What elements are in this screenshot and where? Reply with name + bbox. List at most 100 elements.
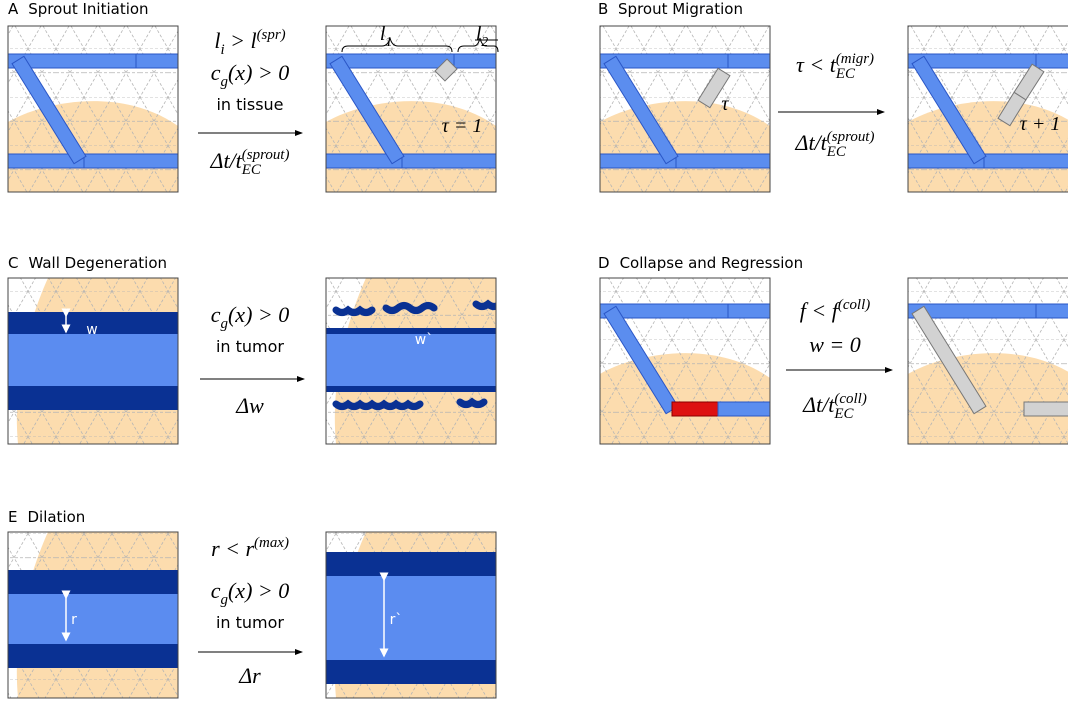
annotation: τ + 1	[1020, 113, 1061, 135]
vessel	[324, 154, 498, 168]
text-segment: (sprout)	[242, 147, 290, 163]
condition: cg(x) > 0	[211, 578, 290, 608]
text-segment: Δt/t	[210, 148, 243, 173]
vessel	[598, 304, 772, 318]
panel-label: A	[8, 0, 19, 18]
wall-debris	[336, 404, 420, 407]
panel-box	[6, 532, 180, 698]
panel-box	[598, 278, 772, 444]
panel-box	[324, 26, 498, 192]
panel-name: Wall Degeneration	[28, 254, 167, 272]
text-segment: w = 0	[809, 332, 861, 357]
text-segment: τ < t	[796, 52, 837, 77]
vessel	[1024, 402, 1068, 416]
rate: Δt/t(sprout)EC	[795, 129, 875, 160]
text-segment: Δt/t	[795, 130, 828, 155]
text-segment: (x) > 0	[228, 302, 289, 327]
condition: τ < t(migr)EC	[796, 51, 874, 82]
text-segment: (coll)	[838, 297, 870, 313]
condition: li > l(spr)	[214, 27, 285, 58]
condition: in tissue	[216, 95, 283, 114]
lattice	[600, 278, 770, 444]
text-segment: (x) > 0	[228, 60, 289, 85]
text-segment: τ	[721, 93, 729, 115]
text-segment: Δw	[235, 393, 264, 418]
panel-title: A Sprout Initiation	[8, 0, 149, 18]
vessels	[6, 570, 180, 668]
annotation: w`	[415, 332, 433, 348]
vessel	[598, 54, 772, 68]
wall-debris	[336, 310, 372, 313]
vessel	[6, 54, 180, 68]
panel-title: D Collapse and Regression	[598, 254, 803, 272]
text-segment: > l	[225, 28, 257, 53]
figure: A Sprout Initiation BSprout Migration C Wall…	[0, 0, 1068, 706]
vessel	[6, 594, 180, 644]
condition: cg(x) > 0	[211, 60, 290, 90]
text-segment: τ = 1	[442, 115, 483, 137]
vessel	[324, 328, 498, 334]
vessel	[324, 334, 498, 386]
text-segment: EC	[833, 406, 854, 422]
panel-label: D	[598, 254, 610, 272]
lattice	[908, 278, 1068, 444]
vessel	[324, 576, 498, 660]
text-segment: (x) > 0	[228, 578, 289, 603]
text-segment: Δt/t	[802, 392, 835, 417]
panel-name: Collapse and Regression	[620, 254, 804, 272]
text-segment: (max)	[254, 535, 289, 551]
text-segment: r < r	[211, 536, 254, 561]
text-segment: c	[211, 60, 221, 85]
condition: w = 0	[809, 332, 861, 357]
panel-box	[598, 26, 772, 192]
text-segment: τ + 1	[1020, 113, 1061, 135]
panel-box	[6, 278, 180, 444]
panel-label: C	[8, 254, 18, 272]
vessel	[324, 552, 498, 576]
panel-box	[324, 278, 500, 444]
text-segment: c	[211, 302, 221, 327]
rate: Δt/t(coll)EC	[802, 391, 867, 422]
vessel	[6, 570, 180, 594]
text-segment: EC	[241, 162, 262, 178]
panel-name: Dilation	[27, 508, 85, 526]
panel-label: B	[598, 0, 608, 18]
panel-box	[6, 26, 180, 192]
condition: in tumor	[216, 613, 284, 632]
vessel	[906, 154, 1068, 168]
text-segment: f < f	[800, 298, 841, 323]
wall-debris	[460, 402, 484, 405]
text-segment: 2	[481, 34, 488, 49]
annotation: r`	[390, 612, 403, 628]
annotation: τ = 1	[442, 115, 483, 137]
text-segment: c	[211, 578, 221, 603]
vessel	[324, 386, 498, 392]
panel-box	[906, 26, 1068, 192]
rate: Δt/t(sprout)EC	[210, 147, 290, 178]
vessel	[6, 386, 180, 410]
vessel	[6, 154, 180, 168]
condition: r < r(max)	[211, 535, 289, 561]
condition: f < f(coll)	[800, 297, 870, 323]
vessel	[6, 334, 180, 386]
rate: Δw	[235, 393, 264, 418]
annotation: τ	[721, 93, 729, 115]
text-segment: (spr)	[257, 27, 286, 43]
annotation: r	[71, 612, 77, 628]
vessel	[324, 54, 498, 68]
vessels	[324, 552, 498, 684]
vessel	[324, 660, 498, 684]
vessel	[6, 644, 180, 668]
vessel	[718, 402, 772, 416]
vessel	[598, 154, 772, 168]
text-segment: Δr	[238, 663, 261, 688]
text-segment: EC	[826, 144, 847, 160]
text-segment: (migr)	[836, 51, 874, 67]
condition: cg(x) > 0	[211, 302, 290, 332]
panel-title: E Dilation	[8, 508, 85, 526]
panel-name: Sprout Initiation	[28, 0, 148, 18]
text-segment: (coll)	[834, 391, 866, 407]
condition: in tumor	[216, 337, 284, 356]
panel-label: E	[8, 508, 17, 526]
